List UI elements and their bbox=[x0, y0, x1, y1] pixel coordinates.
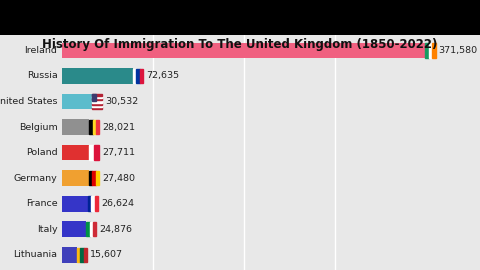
Text: Ireland: Ireland bbox=[24, 46, 58, 55]
Bar bbox=[140, 69, 143, 83]
Bar bbox=[92, 107, 102, 109]
Bar bbox=[62, 247, 77, 263]
Bar bbox=[62, 119, 89, 135]
Bar bbox=[62, 42, 425, 58]
Text: Germany: Germany bbox=[14, 174, 58, 183]
Bar bbox=[91, 197, 95, 211]
Bar bbox=[62, 196, 88, 211]
Bar bbox=[96, 171, 99, 185]
Text: Lithuania: Lithuania bbox=[13, 250, 58, 259]
Bar bbox=[92, 94, 102, 96]
Bar bbox=[62, 94, 92, 109]
Bar bbox=[93, 120, 96, 134]
Text: Russia: Russia bbox=[27, 72, 58, 80]
Bar bbox=[62, 221, 86, 237]
Text: 28,021: 28,021 bbox=[102, 123, 135, 131]
Bar bbox=[86, 222, 90, 236]
Bar bbox=[92, 104, 102, 107]
Bar bbox=[136, 69, 140, 83]
Bar bbox=[62, 68, 133, 84]
Bar bbox=[88, 197, 91, 211]
Bar bbox=[92, 99, 102, 100]
Text: 27,480: 27,480 bbox=[102, 174, 135, 183]
Bar bbox=[92, 103, 102, 104]
Text: Italy: Italy bbox=[37, 225, 58, 234]
Bar bbox=[432, 43, 436, 58]
Text: Belgium: Belgium bbox=[19, 123, 58, 131]
Bar bbox=[92, 171, 96, 185]
Bar bbox=[81, 248, 84, 262]
Text: 15,607: 15,607 bbox=[90, 250, 123, 259]
Text: France: France bbox=[26, 199, 58, 208]
Bar bbox=[90, 222, 93, 236]
Bar bbox=[62, 145, 89, 160]
Text: United States: United States bbox=[0, 97, 58, 106]
Bar bbox=[425, 43, 429, 58]
Bar bbox=[84, 248, 87, 262]
Bar bbox=[92, 96, 102, 99]
Bar bbox=[92, 100, 102, 103]
Text: 72,635: 72,635 bbox=[146, 72, 179, 80]
Bar bbox=[89, 120, 93, 134]
Text: 24,876: 24,876 bbox=[99, 225, 132, 234]
Bar bbox=[96, 120, 99, 134]
Bar bbox=[429, 43, 432, 58]
Bar bbox=[92, 94, 96, 102]
Bar bbox=[93, 222, 96, 236]
Text: 371,580: 371,580 bbox=[439, 46, 478, 55]
Bar bbox=[95, 197, 98, 211]
Bar bbox=[62, 170, 89, 186]
Bar bbox=[77, 248, 81, 262]
Bar bbox=[94, 146, 99, 160]
Bar bbox=[89, 146, 94, 160]
Text: 26,624: 26,624 bbox=[101, 199, 134, 208]
Text: Poland: Poland bbox=[26, 148, 58, 157]
Bar bbox=[133, 69, 136, 83]
Text: 27,711: 27,711 bbox=[102, 148, 135, 157]
Text: 30,532: 30,532 bbox=[105, 97, 138, 106]
Text: History Of Immigration To The United Kingdom (1850-2022): History Of Immigration To The United Kin… bbox=[42, 38, 438, 51]
Bar bbox=[89, 171, 92, 185]
